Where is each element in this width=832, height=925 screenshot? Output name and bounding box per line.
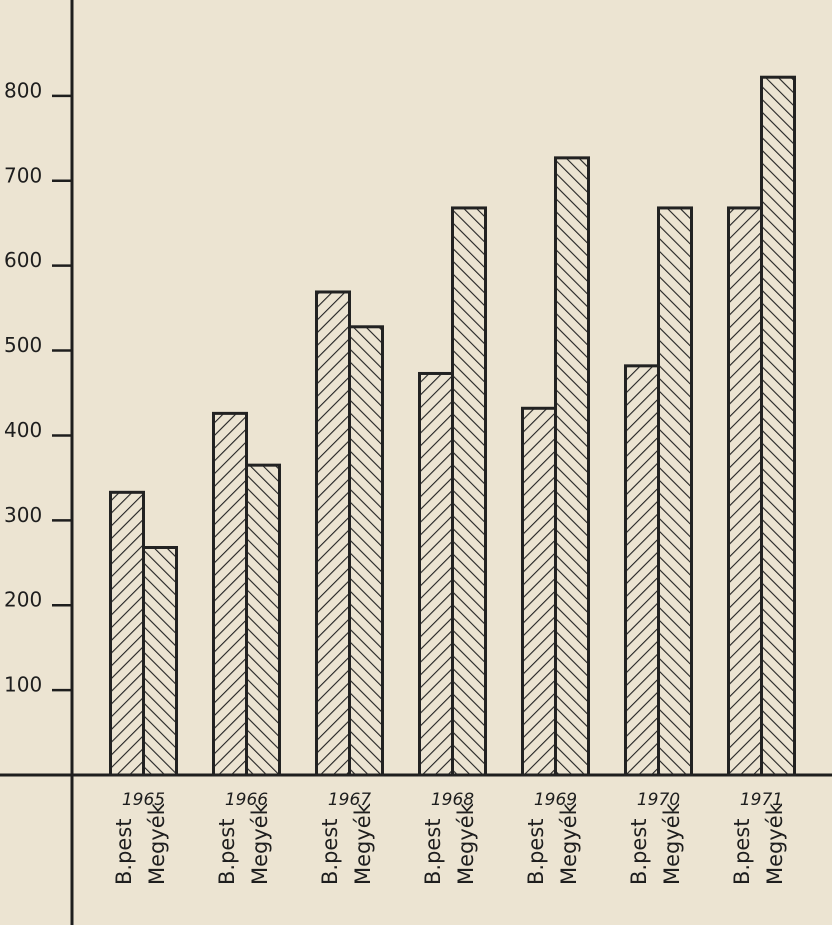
bar xyxy=(418,371,454,777)
bar xyxy=(212,411,248,777)
series-label: Megyék xyxy=(248,802,272,885)
series-label: Megyék xyxy=(763,802,787,885)
series-label: B.pest xyxy=(524,818,548,885)
y-tick-label: 200 xyxy=(4,588,42,612)
series-label: Megyék xyxy=(660,802,684,885)
bar xyxy=(245,463,281,777)
y-tick-label: 800 xyxy=(4,78,42,102)
series-label: Megyék xyxy=(351,802,375,885)
series-label: B.pest xyxy=(215,818,239,885)
series-label: Megyék xyxy=(145,802,169,885)
y-tick-label: 700 xyxy=(4,163,42,187)
x-tick-label: 1969 xyxy=(534,790,577,810)
x-tick-label: 1968 xyxy=(431,790,474,810)
bar xyxy=(727,206,763,777)
x-tick-label: 1966 xyxy=(225,790,268,810)
x-tick-label: 1971 xyxy=(740,790,783,810)
bar xyxy=(348,325,384,777)
x-tick-label: 1967 xyxy=(328,790,371,810)
bar xyxy=(624,364,660,777)
y-tick-label: 100 xyxy=(4,673,42,697)
bar xyxy=(521,406,557,777)
x-tick-label: 1970 xyxy=(637,790,680,810)
y-tick-label: 300 xyxy=(4,503,42,527)
bar xyxy=(451,206,487,777)
bar xyxy=(554,156,590,777)
y-tick-label: 400 xyxy=(4,418,42,442)
bar xyxy=(760,75,796,777)
bar xyxy=(315,290,351,777)
y-tick-label: 600 xyxy=(4,248,42,272)
series-label: Megyék xyxy=(557,802,581,885)
bar xyxy=(657,206,693,777)
y-tick-label: 500 xyxy=(4,333,42,357)
x-tick-label: 1965 xyxy=(122,790,165,810)
series-label: B.pest xyxy=(421,818,445,885)
series-label: B.pest xyxy=(730,818,754,885)
bar xyxy=(109,490,145,777)
series-label: B.pest xyxy=(627,818,651,885)
series-label: B.pest xyxy=(112,818,136,885)
series-label: Megyék xyxy=(454,802,478,885)
bar xyxy=(142,545,178,777)
series-label: B.pest xyxy=(318,818,342,885)
